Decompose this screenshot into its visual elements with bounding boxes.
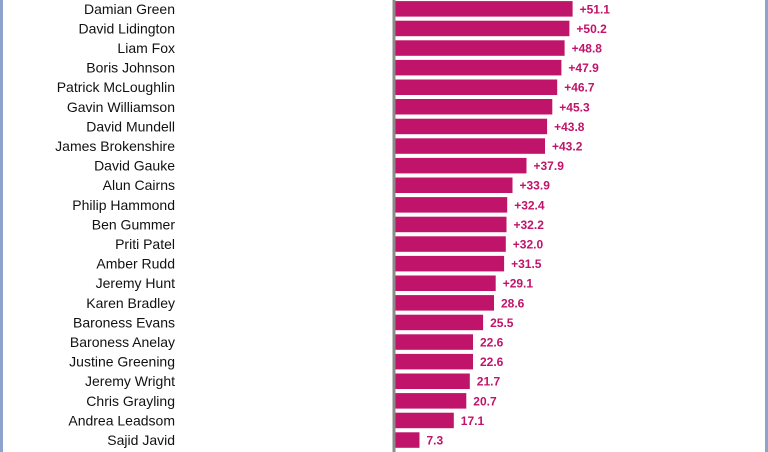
bar-23	[394, 432, 420, 448]
value-label: 17.1	[461, 414, 485, 428]
category-label: Ben Gummer	[92, 216, 176, 232]
bar-2	[394, 20, 570, 37]
category-label: Justine Greening	[69, 354, 175, 370]
bar-4	[394, 59, 562, 76]
value-label: 21.7	[477, 375, 501, 389]
bar-11	[394, 197, 508, 213]
bar-6	[394, 99, 553, 115]
bar-1	[394, 1, 573, 17]
value-label: +32.4	[514, 198, 545, 212]
value-label: 25.5	[490, 316, 514, 330]
value-label: +45.3	[559, 100, 590, 114]
value-label: +32.2	[514, 218, 545, 232]
category-labels-group: Damian Green David Lidington Liam Fox Boris…	[55, 1, 175, 448]
category-label: Baroness Evans	[73, 314, 175, 330]
category-label: Philip Hammond	[72, 197, 175, 213]
value-label: +47.9	[568, 61, 599, 75]
value-label: +33.9	[520, 179, 551, 193]
bar-9	[394, 157, 527, 174]
category-label: Damian Green	[84, 1, 175, 17]
bar-10	[394, 177, 513, 193]
bar-21	[394, 393, 467, 409]
bar-16	[394, 295, 494, 311]
category-label: Patrick McLoughlin	[57, 79, 175, 95]
value-label: +43.8	[554, 120, 585, 134]
bar-chart: Damian Green David Lidington Liam Fox Boris…	[55, 0, 611, 452]
category-label: David Mundell	[86, 118, 175, 134]
category-label: Amber Rudd	[96, 256, 175, 272]
value-label: 22.6	[480, 355, 504, 369]
category-label: Jeremy Hunt	[96, 275, 175, 291]
category-label: Sajid Javid	[107, 432, 175, 448]
bar-14	[394, 255, 505, 272]
category-label: Chris Grayling	[86, 393, 175, 409]
category-label: Liam Fox	[117, 40, 175, 56]
value-label: +46.7	[564, 81, 595, 95]
category-label: Priti Patel	[115, 236, 175, 252]
bar-15	[394, 275, 496, 291]
bar-17	[394, 314, 484, 331]
value-label: +31.5	[511, 257, 542, 271]
category-label: James Brokenshire	[55, 138, 175, 154]
category-label: Gavin Williamson	[67, 99, 175, 115]
bar-22	[394, 412, 454, 429]
category-label: Baroness Anelay	[70, 334, 175, 350]
bars-group	[394, 1, 573, 448]
category-label: Boris Johnson	[86, 60, 175, 76]
value-label: +48.8	[572, 42, 603, 56]
category-label: Alun Cairns	[103, 177, 175, 193]
bar-3	[394, 40, 565, 56]
bar-8	[394, 138, 545, 154]
category-label: Jeremy Wright	[85, 373, 175, 389]
value-label: 28.6	[501, 296, 525, 310]
value-label: +37.9	[534, 159, 565, 173]
value-label: 22.6	[480, 336, 504, 350]
bar-12	[394, 216, 507, 233]
value-label: 20.7	[473, 394, 497, 408]
category-label: David Gauke	[94, 158, 175, 174]
value-label: +50.2	[576, 22, 607, 36]
category-label: Andrea Leadsom	[68, 412, 175, 428]
bar-18	[394, 334, 473, 350]
category-label: Karen Bradley	[86, 295, 175, 311]
value-label: +43.2	[552, 140, 583, 154]
bar-5	[394, 79, 558, 95]
bar-19	[394, 353, 473, 370]
category-label: David Lidington	[78, 20, 175, 36]
bar-13	[394, 236, 506, 252]
value-label: +32.0	[513, 238, 544, 252]
value-labels-group: +51.1 +50.2 +48.8 +47.9 +46.7 +45.3 +43.8 +43.2…	[427, 2, 611, 447]
value-label: +29.1	[503, 277, 534, 291]
bar-7	[394, 118, 548, 135]
value-label: +51.1	[580, 2, 611, 16]
bar-20	[394, 373, 470, 389]
value-label: 7.3	[427, 434, 444, 448]
